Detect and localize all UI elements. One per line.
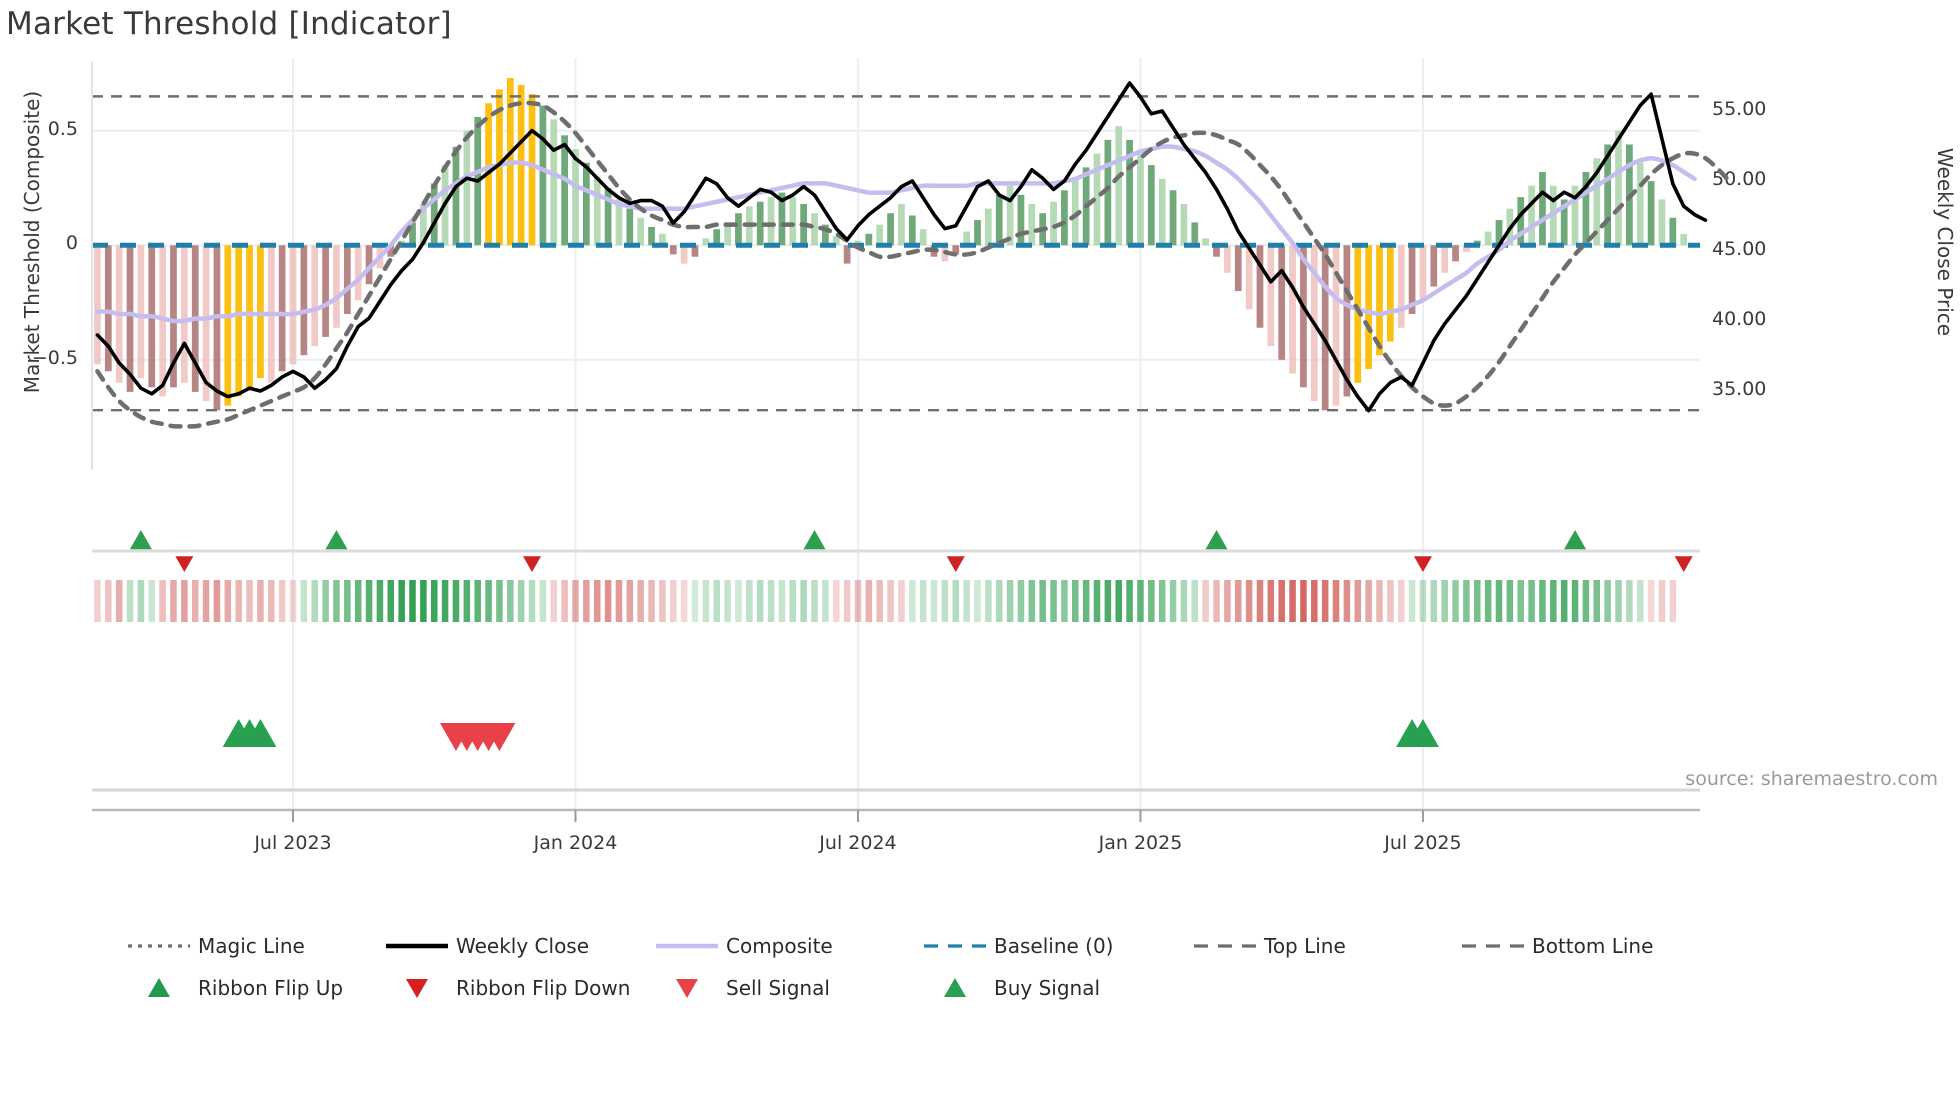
y-tick-right-2: 45.00	[1712, 238, 1767, 260]
legend-item-top-line[interactable]: Top Line	[1186, 933, 1454, 959]
legend-marker	[378, 933, 456, 959]
source-attribution: source: sharemaestro.com	[1685, 768, 1938, 790]
magic-line	[95, 100, 1730, 429]
y-tick-right-1: 50.00	[1712, 168, 1767, 190]
legend-label: Buy Signal	[994, 976, 1101, 1000]
triangle-up-icon	[148, 978, 170, 997]
triangle-down-icon	[676, 979, 698, 998]
chart-legend: Magic Line Weekly Close Composite Baseline …	[120, 925, 1880, 1009]
dashed-line-icon	[1194, 944, 1256, 948]
x-tick-4: Jul 2025	[1384, 832, 1462, 854]
legend-marker	[378, 975, 456, 1001]
legend-row-1: Magic Line Weekly Close Composite Baseline …	[120, 925, 1880, 967]
legend-marker	[120, 933, 198, 959]
legend-label: Top Line	[1264, 934, 1346, 958]
ribbon-strip	[94, 580, 1677, 622]
grid-lines	[92, 58, 1700, 810]
triangle-up-icon	[944, 978, 966, 997]
dashed-line-icon	[924, 944, 986, 948]
dashed-line-icon	[1462, 944, 1524, 948]
legend-item-bottom-line[interactable]: Bottom Line	[1454, 933, 1734, 959]
legend-item-sell-signal[interactable]: Sell Signal	[648, 975, 916, 1001]
chart-canvas	[91, 58, 1730, 822]
legend-item-magic-line[interactable]: Magic Line	[120, 933, 378, 959]
legend-marker	[916, 933, 994, 959]
legend-item-buy-signal[interactable]: Buy Signal	[916, 975, 1186, 1001]
legend-label: Composite	[726, 934, 833, 958]
legend-label: Ribbon Flip Up	[198, 976, 344, 1000]
legend-item-ribbon-flip-up[interactable]: Ribbon Flip Up	[120, 975, 378, 1001]
weekly-close-line	[95, 81, 1708, 413]
legend-item-composite[interactable]: Composite	[648, 933, 916, 959]
x-tick-2: Jul 2024	[819, 832, 897, 854]
y-tick-right-3: 40.00	[1712, 308, 1767, 330]
y-tick-right-0: 55.00	[1712, 98, 1767, 120]
x-tick-3: Jan 2025	[1098, 832, 1183, 854]
y-tick-right-4: 35.00	[1712, 378, 1767, 400]
y-tick-left-1: 0	[65, 232, 78, 255]
triangle-down-icon	[406, 979, 428, 998]
legend-label: Sell Signal	[726, 976, 830, 1000]
y-tick-left-0: 0.5	[47, 117, 78, 140]
legend-item-baseline-0[interactable]: Baseline (0)	[916, 933, 1186, 959]
x-tick-1: Jan 2024	[533, 832, 618, 854]
legend-label: Bottom Line	[1532, 934, 1654, 958]
legend-marker	[1454, 933, 1532, 959]
solid-line-icon	[656, 943, 718, 949]
legend-marker	[648, 933, 726, 959]
x-tick-0: Jul 2023	[254, 832, 332, 854]
legend-label: Magic Line	[198, 934, 305, 958]
legend-label: Weekly Close	[456, 934, 590, 958]
legend-marker	[648, 975, 726, 1001]
page-title: Market Threshold [Indicator]	[6, 6, 452, 42]
threshold-lines	[92, 95, 1700, 412]
legend-marker	[916, 975, 994, 1001]
legend-item-weekly-close[interactable]: Weekly Close	[378, 933, 648, 959]
solid-line-icon	[386, 943, 448, 949]
composite-line	[95, 144, 1697, 324]
legend-marker	[120, 975, 198, 1001]
legend-label: Baseline (0)	[994, 934, 1114, 958]
axis-lines	[91, 62, 1700, 822]
legend-label: Ribbon Flip Down	[456, 976, 631, 1000]
buy-sell-signal-markers	[222, 719, 1439, 751]
legend-item-ribbon-flip-down[interactable]: Ribbon Flip Down	[378, 975, 648, 1001]
dotted-line-icon	[128, 944, 190, 948]
y-tick-left-2: −0.5	[31, 346, 78, 369]
ribbon-flip-markers	[92, 530, 1700, 572]
legend-marker	[1186, 933, 1264, 959]
legend-row-2: Ribbon Flip Up Ribbon Flip Down Sell Signa…	[120, 967, 1880, 1009]
